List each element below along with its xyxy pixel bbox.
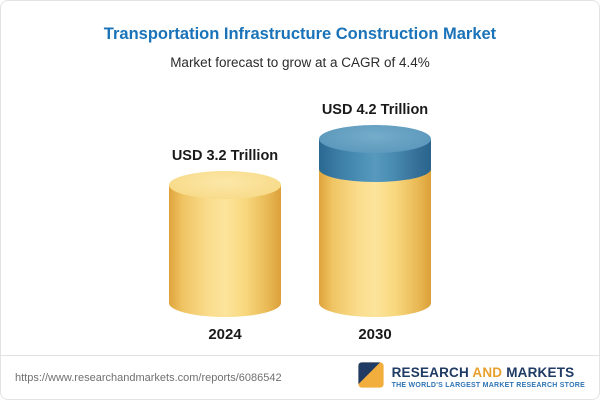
bar-column-2024: USD 3.2 Trillion 2024	[169, 148, 281, 343]
brand-logo-icon	[357, 361, 385, 394]
value-label-2024: USD 3.2 Trillion	[171, 148, 279, 164]
cylinder-2030	[319, 125, 431, 317]
category-label-2024: 2024	[208, 326, 242, 343]
category-label-2030: 2030	[358, 326, 392, 343]
brand-name-and: AND	[472, 364, 503, 380]
brand-logo: RESEARCH AND MARKETS THE WORLD'S LARGEST…	[357, 361, 585, 394]
brand-name: RESEARCH AND MARKETS	[391, 364, 575, 380]
cylinder-cap-2030	[319, 125, 431, 153]
cylinder-body-2024	[169, 185, 281, 317]
brand-logo-text: RESEARCH AND MARKETS THE WORLD'S LARGEST…	[392, 365, 585, 391]
cylinder-cap-2024	[169, 171, 281, 199]
bar-chart: USD 3.2 Trillion 2024 USD 4.2 Trillion 2…	[1, 102, 599, 343]
bar-column-2030: USD 4.2 Trillion 2030	[319, 102, 431, 343]
chart-title: Transportation Infrastructure Constructi…	[103, 25, 497, 43]
brand-tagline: THE WORLD'S LARGEST MARKET RESEARCH STOR…	[391, 382, 585, 390]
chart-subtitle: Market forecast to grow at a CAGR of 4.4…	[170, 55, 430, 70]
cylinder-body-2030	[319, 169, 431, 317]
value-label-2030: USD 4.2 Trillion	[321, 102, 429, 118]
cylinder-2024	[169, 171, 281, 317]
footer: https://www.researchandmarkets.com/repor…	[1, 355, 599, 399]
source-url: https://www.researchandmarkets.com/repor…	[15, 371, 282, 384]
